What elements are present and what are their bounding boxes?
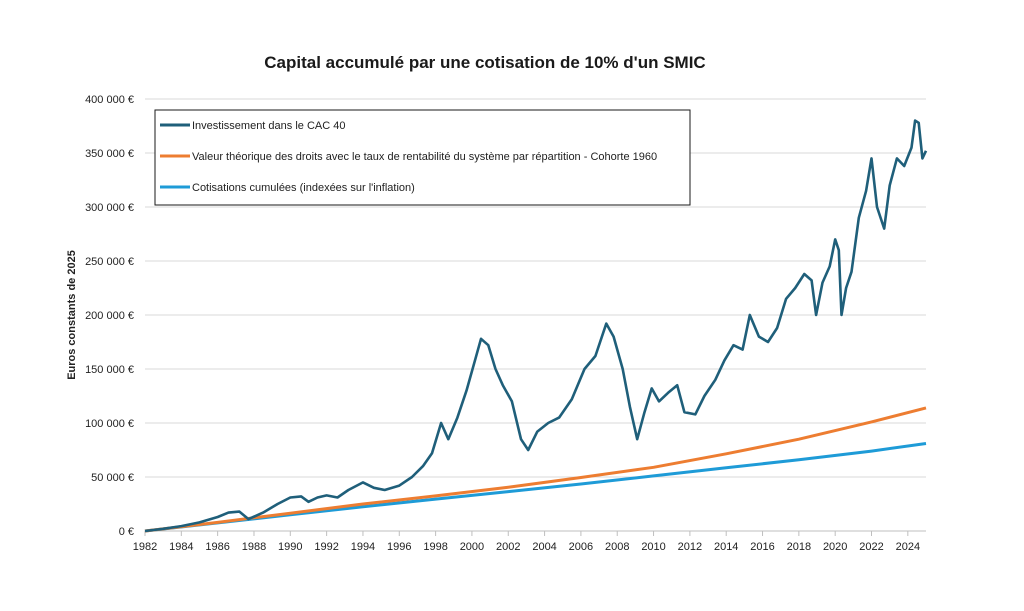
x-tick-label: 1992 (314, 541, 338, 553)
legend-label-repartition: Valeur théorique des droits avec le taux… (192, 151, 657, 163)
y-tick-label: 200 000 € (85, 310, 134, 322)
y-tick-label: 100 000 € (85, 418, 134, 430)
x-tick-label: 2014 (714, 541, 738, 553)
y-tick-label: 400 000 € (85, 94, 134, 106)
y-tick-label: 0 € (119, 526, 134, 538)
x-tick-label: 2012 (678, 541, 702, 553)
chart-title: Capital accumulé par une cotisation de 1… (264, 53, 705, 72)
y-axis-ticks: 0 € 50 000 € 100 000 € 150 000 € 200 000 € 25… (85, 94, 134, 538)
y-tick-label: 300 000 € (85, 202, 134, 214)
series-line-cac40 (144, 119, 928, 533)
legend: Investissement dans le CAC 40 Valeur thé… (154, 109, 691, 206)
y-tick-label: 50 000 € (91, 472, 134, 484)
x-tick-label: 1990 (278, 541, 302, 553)
x-tick-label: 1996 (387, 541, 411, 553)
y-axis-title: Euros constants de 2025 (66, 250, 78, 380)
x-tick-label: 2020 (823, 541, 847, 553)
series-lines (144, 119, 928, 533)
x-tick-label: 2010 (641, 541, 665, 553)
x-tick-label: 1994 (351, 541, 375, 553)
x-tick-label: 2008 (605, 541, 629, 553)
x-tick-label: 2004 (532, 541, 556, 553)
x-tick-label: 1998 (423, 541, 447, 553)
x-tick-label: 1986 (205, 541, 229, 553)
y-tick-label: 350 000 € (85, 148, 134, 160)
legend-box (154, 109, 691, 206)
x-tick-label: 2022 (859, 541, 883, 553)
series-line-repartition (144, 406, 927, 533)
legend-label-cotisations: Cotisations cumulées (indexées sur l'inf… (192, 182, 415, 194)
x-tick-label: 2018 (787, 541, 811, 553)
x-tick-label: 2000 (460, 541, 484, 553)
x-tick-label: 2016 (750, 541, 774, 553)
y-tick-label: 250 000 € (85, 256, 134, 268)
x-tick-label: 1984 (169, 541, 193, 553)
x-tick-label: 1988 (242, 541, 266, 553)
legend-label-cac40: Investissement dans le CAC 40 (192, 120, 345, 132)
x-tick-label: 2006 (569, 541, 593, 553)
x-tick-label: 2002 (496, 541, 520, 553)
x-axis-ticks: 1982 1984 1986 1988 1990 1992 1994 1996 1998 2000… (133, 531, 920, 553)
y-tick-label: 150 000 € (85, 364, 134, 376)
x-tick-label: 1982 (133, 541, 157, 553)
x-tick-label: 2024 (896, 541, 920, 553)
